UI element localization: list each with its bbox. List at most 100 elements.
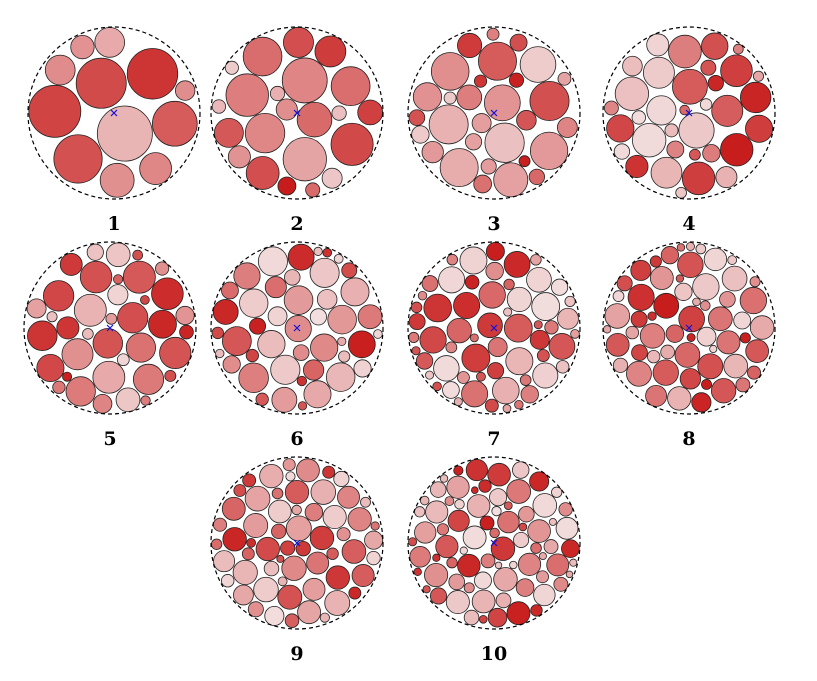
packed-circle bbox=[676, 243, 686, 252]
packed-circle bbox=[296, 101, 333, 138]
packed-circle bbox=[503, 501, 513, 511]
packed-circle bbox=[519, 374, 532, 386]
packed-circle bbox=[179, 324, 194, 340]
packed-circle bbox=[548, 517, 557, 526]
packed-circle bbox=[692, 273, 720, 301]
packed-circle bbox=[502, 404, 512, 413]
packed-circle bbox=[126, 48, 179, 100]
packed-circle bbox=[461, 343, 491, 373]
packed-circle bbox=[668, 34, 702, 69]
packed-circle bbox=[531, 292, 561, 321]
packed-circle bbox=[721, 265, 748, 292]
packed-circle bbox=[152, 100, 198, 147]
packed-circle bbox=[247, 601, 264, 618]
packed-circle bbox=[631, 110, 646, 125]
packed-circle bbox=[469, 333, 479, 343]
packed-circle bbox=[92, 394, 113, 414]
panel-label: 2 bbox=[290, 213, 303, 235]
packed-circle bbox=[271, 386, 298, 413]
packed-circle bbox=[630, 259, 652, 281]
packed-circle bbox=[255, 392, 269, 406]
packed-circle bbox=[465, 458, 488, 482]
packed-circle bbox=[466, 494, 491, 518]
packed-circle bbox=[483, 84, 521, 122]
packed-circle bbox=[453, 291, 481, 319]
packed-circle bbox=[70, 34, 95, 60]
packed-circle bbox=[264, 605, 285, 626]
packed-circle bbox=[646, 33, 670, 57]
packed-circle bbox=[614, 76, 650, 111]
packed-circle bbox=[364, 530, 384, 550]
packed-circle bbox=[514, 400, 524, 410]
container-circle bbox=[602, 241, 776, 415]
packed-circle bbox=[486, 27, 500, 41]
packed-circle bbox=[444, 496, 455, 506]
packed-circle bbox=[445, 341, 458, 354]
packed-circle bbox=[625, 154, 649, 179]
packed-circle bbox=[257, 246, 288, 277]
packed-circle bbox=[409, 546, 431, 568]
packed-circle bbox=[667, 386, 692, 411]
packed-circle bbox=[747, 365, 761, 380]
packed-circle bbox=[616, 275, 633, 292]
packed-circle bbox=[678, 305, 705, 333]
packed-circle bbox=[433, 355, 460, 382]
packed-circle bbox=[612, 357, 629, 373]
packed-circle bbox=[82, 328, 94, 340]
packed-circle bbox=[292, 344, 310, 361]
packed-circle bbox=[322, 247, 333, 258]
packed-circle bbox=[740, 81, 772, 114]
packed-circle bbox=[92, 360, 126, 394]
packed-circle bbox=[512, 461, 530, 479]
packed-circle bbox=[432, 381, 442, 392]
packed-circle bbox=[485, 241, 505, 261]
packed-circle bbox=[140, 395, 151, 406]
packed-circle bbox=[749, 276, 761, 288]
packed-circle bbox=[303, 359, 325, 381]
packed-circle bbox=[105, 242, 131, 268]
packed-circle bbox=[551, 278, 569, 296]
container-circle bbox=[602, 26, 776, 200]
packed-circle bbox=[752, 70, 764, 82]
packed-circle bbox=[263, 560, 280, 577]
packed-circle bbox=[720, 54, 753, 87]
packed-circle bbox=[723, 353, 749, 379]
packed-circle bbox=[461, 380, 489, 408]
packed-circle bbox=[26, 298, 47, 319]
packed-circle bbox=[430, 52, 470, 91]
packed-circle bbox=[491, 506, 502, 517]
packed-circle bbox=[213, 117, 244, 148]
packed-circle bbox=[679, 104, 690, 116]
packed-circle bbox=[79, 260, 113, 294]
container-circle bbox=[23, 241, 197, 415]
packed-circle bbox=[647, 311, 657, 321]
packed-circle bbox=[711, 94, 744, 127]
packed-circle bbox=[259, 463, 284, 489]
packed-circle bbox=[281, 555, 307, 581]
packed-circle bbox=[430, 481, 447, 498]
packed-circle bbox=[132, 249, 144, 261]
packed-circle bbox=[322, 504, 347, 530]
packed-circle bbox=[464, 133, 483, 151]
packed-circle bbox=[565, 570, 574, 579]
packed-circle bbox=[408, 313, 426, 331]
packed-circle bbox=[333, 253, 344, 264]
packed-circle bbox=[221, 496, 246, 521]
packed-circle bbox=[414, 521, 437, 544]
packed-circle bbox=[493, 567, 518, 592]
packed-circle bbox=[244, 485, 271, 512]
packed-circle bbox=[309, 525, 335, 551]
packed-circle bbox=[612, 290, 625, 302]
packed-circle bbox=[739, 332, 751, 344]
packed-circle bbox=[96, 105, 153, 162]
packed-circle bbox=[221, 326, 252, 356]
packed-circle bbox=[672, 68, 708, 105]
packed-circle bbox=[132, 363, 165, 395]
packed-circle bbox=[678, 112, 715, 149]
packed-circle bbox=[477, 312, 503, 339]
center-marker bbox=[490, 109, 498, 117]
packed-circle bbox=[442, 381, 460, 399]
packed-circle bbox=[337, 485, 360, 509]
packed-circle bbox=[518, 155, 531, 168]
packed-circle bbox=[526, 266, 552, 293]
